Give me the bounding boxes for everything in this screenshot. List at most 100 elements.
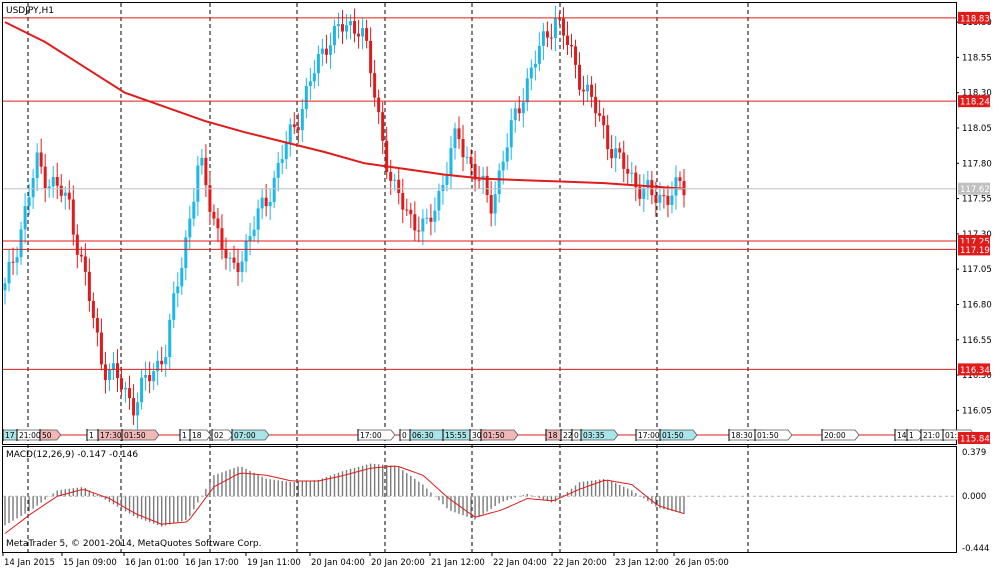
candle — [650, 171, 654, 205]
alert-marker[interactable]: 20:00 — [821, 429, 860, 441]
alert-marker[interactable]: 01:50 — [659, 429, 698, 441]
level-label: 116.34 — [958, 363, 990, 376]
alert-marker[interactable]: 1 — [906, 429, 923, 441]
alert-marker-text: 1 — [909, 431, 914, 440]
alert-marker-text: 01:50 — [757, 431, 779, 440]
alert-marker[interactable]: 17:00 — [357, 429, 396, 441]
candle — [43, 153, 47, 203]
candle — [200, 148, 204, 175]
candle — [75, 224, 79, 269]
candle — [634, 165, 638, 202]
candle — [409, 202, 413, 229]
candle — [473, 150, 477, 192]
candle — [429, 204, 433, 236]
price-tick-label: 117.05 — [962, 265, 992, 275]
candle — [220, 214, 224, 260]
time-tick-label: 14 Jan 2015 — [4, 558, 55, 568]
candle — [574, 39, 578, 79]
candle — [160, 346, 164, 373]
time-tick-label: 23 Jan 12:00 — [615, 558, 669, 568]
candle — [87, 258, 91, 312]
candle — [260, 188, 264, 220]
candle — [236, 248, 240, 286]
alert-marker[interactable]: 01:50 — [121, 429, 160, 441]
candle — [565, 21, 569, 55]
horizontal-levels[interactable] — [3, 17, 956, 370]
copyright-label: MetaTrader 5, © 2001-2014, MetaQuotes So… — [6, 539, 262, 549]
time-tick-label: 20 Jan 04:00 — [311, 558, 365, 568]
time-tick-label: 19 Jan 11:00 — [247, 558, 301, 568]
time-tick-label: 22 Jan 20:00 — [553, 558, 607, 568]
candle — [172, 281, 176, 329]
alert-marker[interactable]: 06:30 — [409, 429, 448, 441]
alert-marker[interactable]: 03:35 — [580, 429, 619, 441]
candle — [397, 168, 401, 205]
candle — [107, 363, 111, 392]
candle — [276, 151, 280, 192]
candle — [132, 384, 136, 425]
alert-marker-text: 15:55 — [445, 431, 467, 440]
candle — [176, 272, 180, 308]
alert-marker-text: 14 — [897, 431, 907, 440]
candle — [553, 5, 557, 52]
alert-marker-text: 1 — [89, 431, 94, 440]
candle — [103, 351, 107, 394]
bottom-price-label-text: 115.84 — [960, 435, 990, 445]
candle — [252, 216, 256, 242]
level-label-text: 116.34 — [960, 366, 990, 376]
alert-marker[interactable]: 01:50 — [480, 429, 519, 441]
candle — [95, 308, 99, 347]
macd-tick-label: 0.000 — [962, 492, 986, 502]
time-tick-label: 26 Jan 05:00 — [675, 558, 729, 568]
candle — [561, 7, 565, 50]
candle — [513, 102, 517, 133]
candle — [505, 133, 509, 170]
alert-markers[interactable]: 17 21:00 50 1 17:30 01:50 1 18 02 07:00 17:00 0 06:3… — [2, 429, 976, 441]
price-tick-label: 118.30 — [962, 89, 992, 99]
candle — [148, 361, 152, 394]
bottom-price-label: 115.84 — [958, 432, 990, 445]
alert-marker[interactable]: 07:00 — [231, 429, 270, 441]
candle — [212, 204, 216, 226]
alert-marker[interactable]: 50 — [39, 429, 62, 441]
level-label-text: 118.24 — [960, 98, 990, 108]
candle — [316, 45, 320, 87]
candle — [377, 89, 381, 124]
candle — [373, 59, 377, 107]
price-pane-frame — [2, 2, 957, 445]
price-tick-label: 116.30 — [962, 371, 992, 381]
candle — [332, 19, 336, 54]
candle — [312, 59, 316, 89]
alert-marker[interactable]: 01:50 — [754, 429, 793, 441]
candle — [421, 209, 425, 246]
alert-marker-text: 0 — [574, 431, 579, 440]
candle — [517, 96, 521, 122]
alert-marker-text: 01:50 — [124, 431, 146, 440]
time-tick-label: 16 Jan 17:00 — [185, 558, 239, 568]
alert-marker[interactable]: 02 — [211, 429, 234, 441]
candle — [361, 18, 365, 50]
candle — [224, 237, 228, 270]
alert-marker[interactable]: 18 — [189, 429, 212, 441]
candle — [630, 161, 634, 184]
candle — [365, 19, 369, 49]
alert-marker-text: 18 — [192, 431, 202, 440]
candle — [280, 145, 284, 175]
alert-marker-text: 03:35 — [583, 431, 605, 440]
time-grid — [27, 3, 749, 552]
candle — [521, 88, 525, 128]
level-label-text: 118.83 — [960, 14, 990, 24]
price-tick-label: 118.05 — [962, 124, 992, 134]
candle — [59, 174, 63, 203]
candle — [666, 185, 670, 218]
price-tick-label: 117.30 — [962, 230, 992, 240]
candle — [393, 173, 397, 191]
indicator-label: MACD(12,26,9) -0.147 -0.146 — [6, 450, 138, 460]
candle — [83, 243, 87, 286]
level-label-text: 117.19 — [960, 246, 990, 256]
candle — [156, 350, 160, 386]
candle — [533, 50, 537, 81]
candle — [328, 32, 332, 69]
